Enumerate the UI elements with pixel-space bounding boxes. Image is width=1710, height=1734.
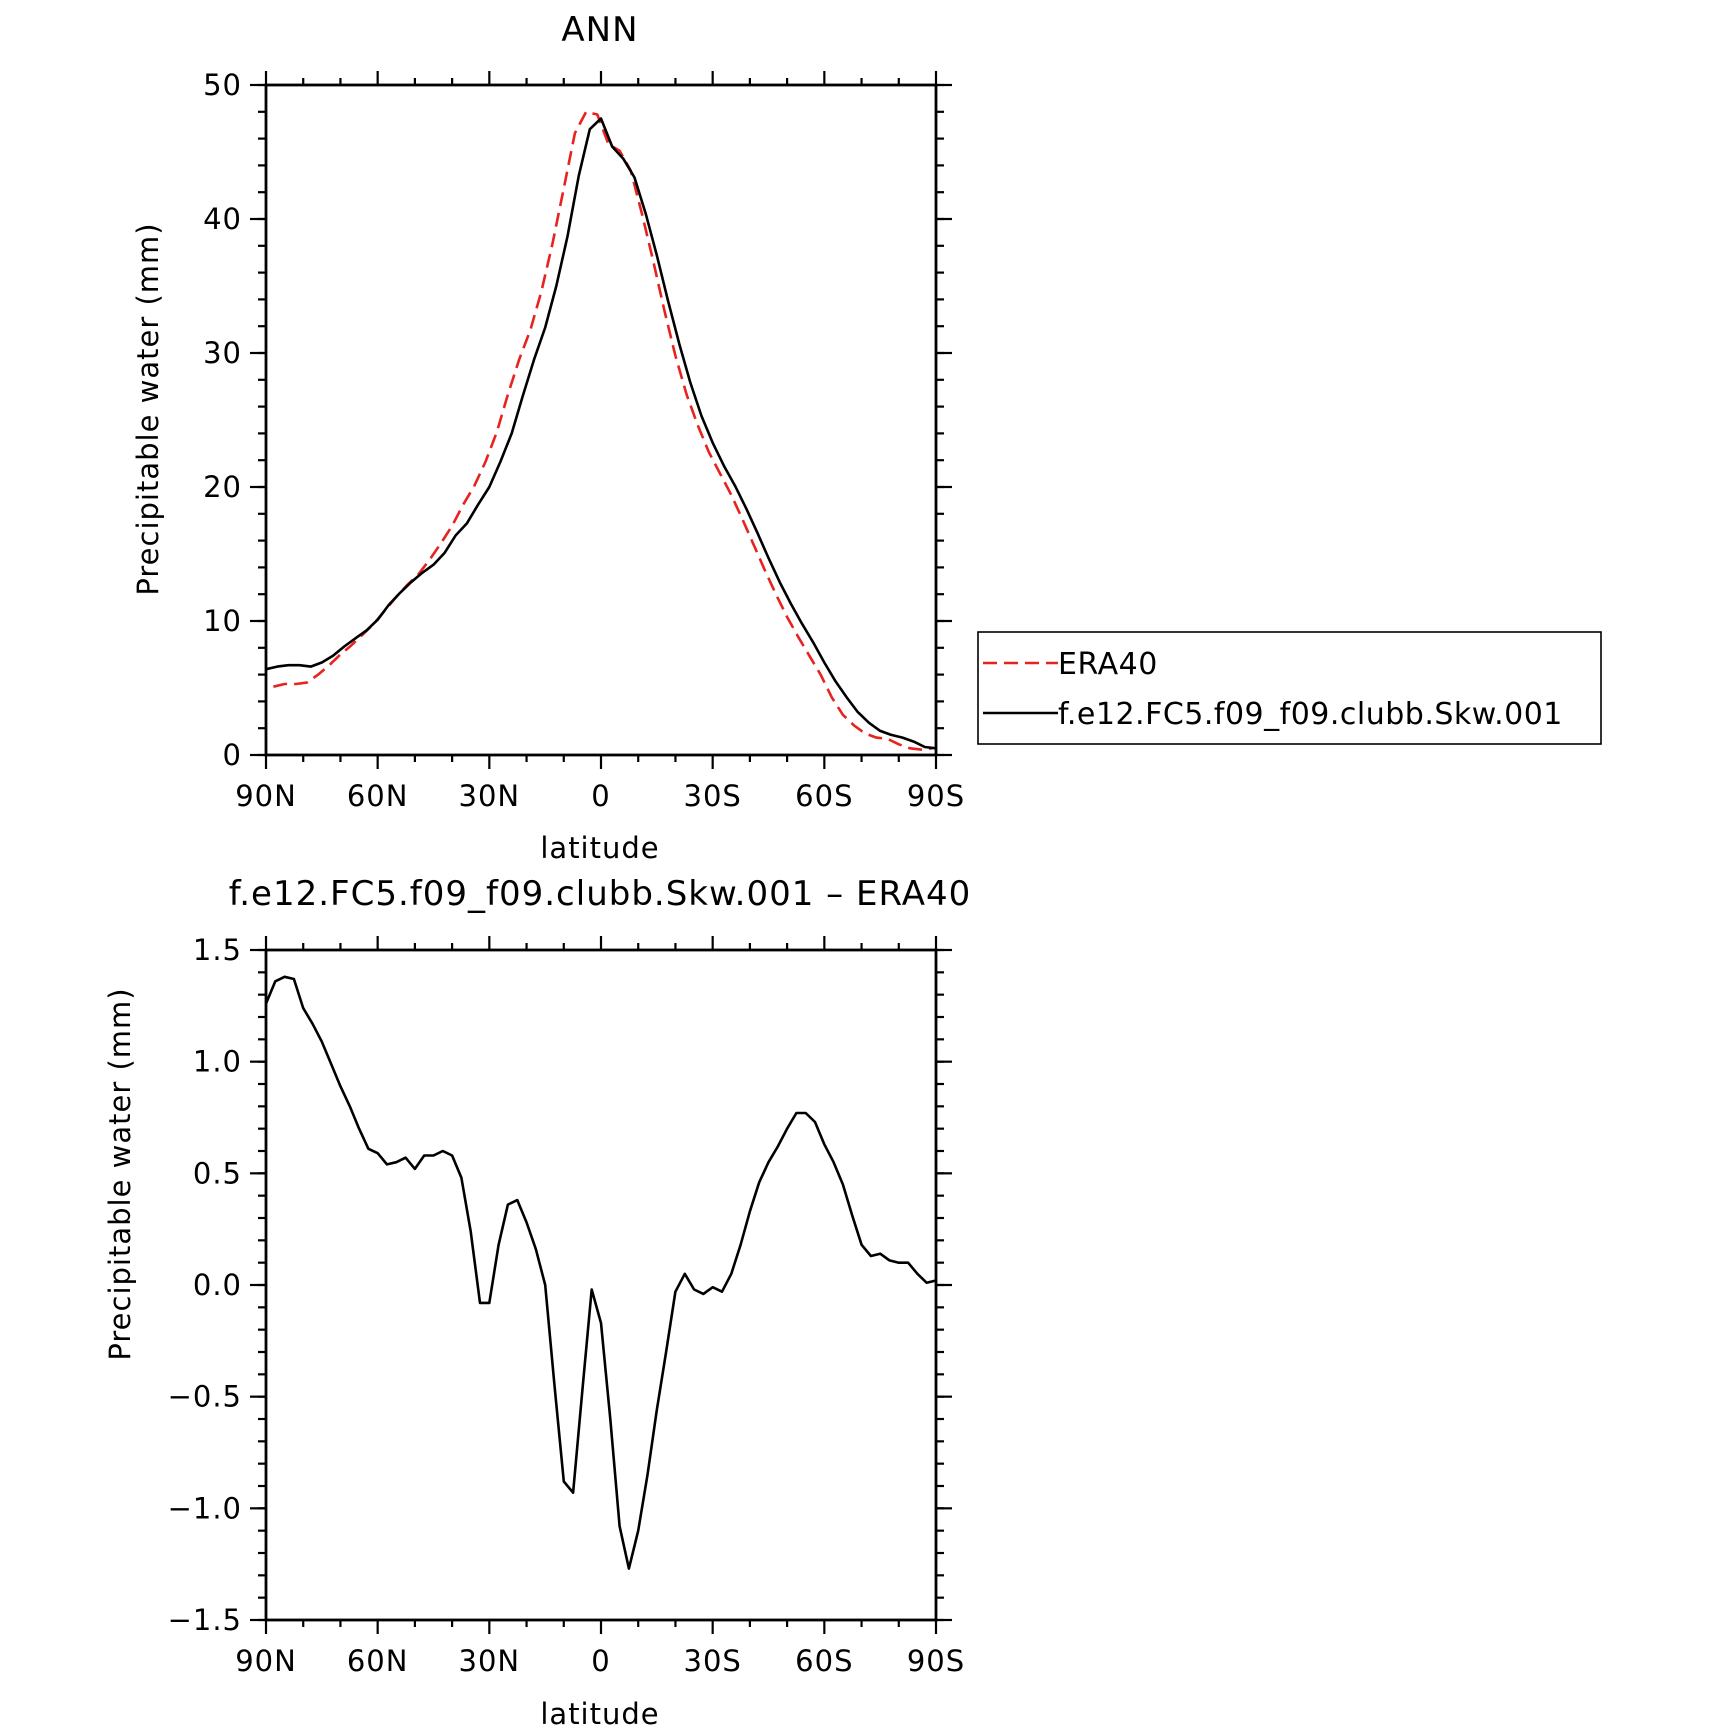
bottom-chart-y-axis-label: Precipitable water (mm) (103, 987, 137, 1360)
top-y-tick-label: 40 (203, 202, 242, 236)
top-y-tick-label: 20 (203, 470, 242, 504)
bottom-x-tick-label: 30S (684, 1644, 742, 1678)
top-chart-ticks (250, 71, 952, 769)
bottom-x-tick-label: 90N (235, 1644, 297, 1678)
bottom-chart-panel: f.e12.FC5.f09_f09.clubb.Skw.001 – ERA40 … (103, 874, 972, 1731)
top-chart-plot-frame (264, 83, 938, 757)
bottom-x-tick-label: 30N (459, 1644, 521, 1678)
bottom-y-tick-label: 1.0 (193, 1045, 242, 1079)
top-chart-y-tick-labels: 0 10 20 30 40 50 (203, 68, 242, 772)
bottom-chart-ticks (250, 936, 952, 1634)
top-y-tick-label: 30 (203, 336, 242, 370)
bottom-chart-title: f.e12.FC5.f09_f09.clubb.Skw.001 – ERA40 (229, 874, 972, 914)
bottom-x-tick-label: 0 (591, 1644, 610, 1678)
bottom-y-tick-label: −1.5 (168, 1603, 242, 1637)
top-chart-panel: ANN latitude Precipitable water (mm) 90N… (131, 10, 1602, 865)
top-x-tick-label: 90N (235, 779, 297, 813)
bottom-chart-plot-frame (264, 948, 938, 1622)
top-y-tick-label: 0 (223, 738, 242, 772)
top-chart-series (265, 110, 937, 751)
top-chart-y-axis-label: Precipitable water (mm) (131, 222, 165, 595)
bottom-y-tick-label: 0.5 (193, 1156, 242, 1190)
bottom-series-line-difference (264, 975, 937, 1570)
top-y-tick-label: 10 (203, 604, 242, 638)
bottom-y-tick-label: 1.5 (193, 933, 242, 967)
top-x-tick-label: 60N (347, 779, 409, 813)
bottom-y-tick-label: −0.5 (168, 1380, 242, 1414)
bottom-x-tick-label: 90S (907, 1644, 965, 1678)
legend-label-model: f.e12.FC5.f09_f09.clubb.Skw.001 (1058, 697, 1563, 732)
top-chart-x-tick-labels: 90N 60N 30N 0 30S 60S 90S (235, 779, 965, 813)
top-x-tick-label: 60S (795, 779, 853, 813)
top-y-tick-label: 50 (203, 68, 242, 102)
legend-label-era40: ERA40 (1058, 647, 1158, 682)
bottom-chart-series (264, 975, 937, 1570)
bottom-chart-x-tick-labels: 90N 60N 30N 0 30S 60S 90S (235, 1644, 965, 1678)
top-series-line-era40 (273, 110, 933, 751)
top-x-tick-label: 90S (907, 779, 965, 813)
bottom-x-tick-label: 60S (795, 1644, 853, 1678)
top-chart-title: ANN (561, 10, 638, 50)
top-x-tick-label: 30N (459, 779, 521, 813)
bottom-chart-x-axis-label: latitude (540, 1697, 659, 1731)
bottom-x-tick-label: 60N (347, 1644, 409, 1678)
bottom-chart-y-tick-labels: 1.5 1.0 0.5 0.0 −0.5 −1.0 −1.5 (168, 933, 242, 1637)
legend: ERA40 f.e12.FC5.f09_f09.clubb.Skw.001 (977, 631, 1602, 745)
legend-box (977, 631, 1602, 745)
bottom-y-tick-label: 0.0 (193, 1268, 242, 1302)
bottom-y-tick-label: −1.0 (168, 1491, 242, 1525)
top-x-tick-label: 0 (591, 779, 610, 813)
top-x-tick-label: 30S (684, 779, 742, 813)
top-series-line-model (265, 117, 937, 750)
top-chart-x-axis-label: latitude (540, 831, 659, 865)
